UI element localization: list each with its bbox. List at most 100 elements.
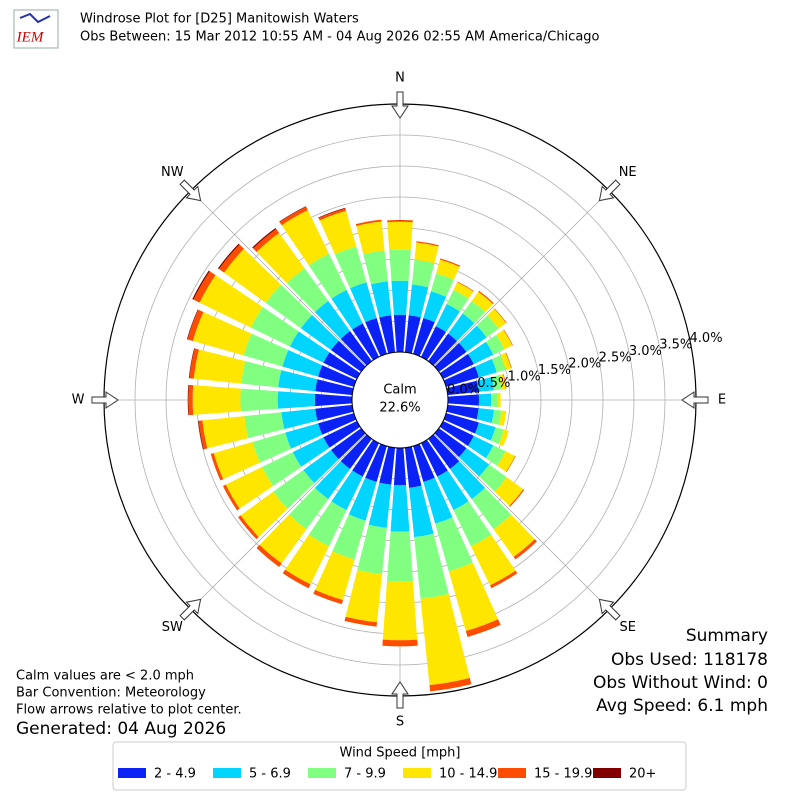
generated-date: Generated: 04 Aug 2026 — [16, 719, 226, 739]
bar-segment — [289, 331, 330, 363]
logo-text: IEM — [16, 29, 45, 45]
legend-swatch — [213, 768, 241, 778]
bar-segment — [285, 423, 323, 449]
grid-spoke — [190, 190, 367, 367]
bar-segment — [256, 233, 305, 284]
bar-segment — [265, 284, 313, 329]
summary-line: Avg Speed: 6.1 mph — [596, 696, 768, 716]
bar-segment — [387, 221, 413, 251]
bar-segment — [413, 443, 435, 482]
bar-segment — [285, 534, 329, 585]
bar-segment — [318, 207, 346, 219]
flow-arrow — [681, 391, 709, 409]
bar-segment — [273, 469, 315, 509]
note: Bar Convention: Meteorology — [16, 686, 206, 701]
bar-segment — [193, 349, 246, 384]
bar-segment — [303, 449, 339, 484]
bar-segment — [192, 385, 241, 415]
bar-segment — [313, 589, 344, 605]
direction-label: SW — [162, 620, 183, 635]
bar-segment — [382, 580, 418, 641]
r-tick-label: 2.5% — [599, 350, 632, 365]
r-tick-label: 0.5% — [477, 376, 510, 391]
bar-segment — [340, 434, 372, 470]
bar-segment — [318, 365, 357, 387]
direction-label: S — [396, 715, 404, 730]
bar-segment — [409, 485, 434, 538]
bar-segment — [315, 379, 354, 396]
bar-segment — [458, 448, 490, 477]
bar-segment — [323, 420, 361, 448]
bar-segment — [393, 314, 407, 353]
direction-label: N — [395, 71, 405, 86]
bar-segment — [434, 428, 467, 458]
r-tick-label: 1.0% — [508, 370, 541, 385]
bar-segment — [300, 314, 339, 351]
bar-segment — [414, 242, 439, 264]
bar-segment — [478, 290, 494, 305]
bar-segment — [210, 453, 224, 481]
bar-segment — [348, 477, 377, 521]
bar-segment — [437, 470, 469, 511]
legend-swatch — [403, 768, 431, 778]
legend-label: 5 - 6.9 — [249, 767, 291, 782]
bar-segment — [420, 326, 447, 361]
grid-spoke — [433, 190, 610, 367]
bar-segment — [292, 437, 330, 467]
r-tick-label: 4.0% — [690, 331, 723, 346]
calm-value: 22.6% — [379, 401, 420, 416]
bar-segment — [420, 593, 470, 686]
r-tick-label: 2.0% — [568, 357, 601, 372]
bar-segment — [319, 210, 357, 255]
bar-segment — [192, 312, 252, 356]
legend-swatch — [118, 768, 146, 778]
bar-segment — [474, 358, 497, 378]
bar-segment — [411, 259, 435, 288]
bar-segment — [467, 341, 494, 365]
bar-segment — [448, 562, 499, 632]
bar-segment — [279, 206, 307, 223]
bar-segment — [308, 501, 347, 547]
bar-segment — [314, 461, 351, 500]
bar-segment — [439, 420, 474, 447]
bar-segment — [471, 291, 493, 313]
bar-segment — [259, 514, 307, 564]
bar-segment — [334, 246, 367, 289]
bar-segment — [252, 432, 292, 463]
r-tick-label: 0.0% — [447, 383, 480, 398]
bar-segment — [288, 487, 329, 530]
bar-segment — [344, 616, 378, 627]
bar-segment — [447, 394, 479, 406]
bar-segment — [356, 221, 385, 255]
r-tick-label: 3.0% — [629, 344, 662, 359]
bar-segment — [493, 514, 535, 557]
bar-segment — [314, 393, 353, 407]
bar-segment — [253, 229, 280, 252]
bar-segment — [471, 487, 512, 530]
bar-segment — [423, 477, 453, 524]
logo-frame — [13, 9, 59, 49]
summary-title: Summary — [686, 626, 768, 646]
bar-segment — [443, 366, 479, 387]
bar-segment — [282, 569, 311, 589]
bar-segment — [446, 404, 479, 420]
grid-spoke — [190, 433, 367, 610]
bar-segment — [462, 300, 486, 324]
bar-segment — [345, 569, 383, 623]
legend-label: 20+ — [629, 767, 656, 782]
bar-segment — [217, 243, 240, 269]
bar-segment — [467, 435, 494, 459]
bar-segment — [187, 384, 189, 416]
bar-segment — [416, 241, 439, 247]
bar-segment — [393, 447, 407, 486]
bar-segment — [238, 515, 259, 540]
bar-segment — [435, 517, 473, 572]
chart-title: Windrose Plot for [D25] Manitowish Water… — [80, 12, 359, 27]
flow-arrow — [91, 391, 119, 409]
bar-segment — [365, 318, 387, 357]
bar-segment — [404, 315, 421, 354]
bar-segment — [379, 315, 396, 354]
bar-segment — [365, 443, 387, 482]
bar-segment — [446, 380, 479, 396]
